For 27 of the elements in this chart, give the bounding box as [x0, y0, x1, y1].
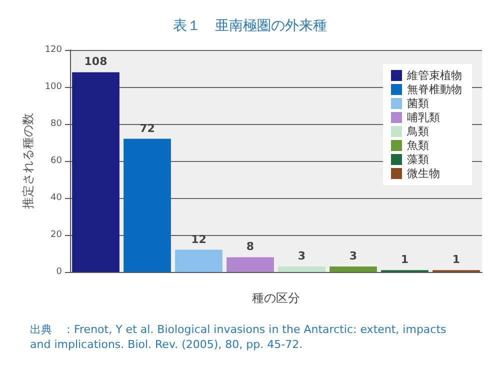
- y-tick-label: 40: [50, 193, 62, 203]
- y-tick-label: 20: [50, 230, 62, 240]
- legend-label: 哺乳類: [407, 111, 440, 124]
- data-label: 3: [298, 249, 306, 262]
- data-label: 8: [246, 240, 254, 254]
- legend-label: 無脊椎動物: [407, 83, 462, 96]
- data-label: 1: [400, 253, 409, 266]
- y-tick-label: 80: [50, 119, 62, 129]
- legend-label: 微生物: [407, 167, 440, 180]
- x-axis-title: 種の区分: [252, 291, 300, 305]
- y-axis-title: 推定される種の数: [20, 113, 35, 209]
- data-label: 3: [349, 249, 358, 262]
- legend-label: 魚類: [407, 139, 429, 152]
- chart-title: 表１ 亜南極圏の外来種: [173, 18, 327, 34]
- y-tick-label: 60: [50, 156, 62, 166]
- legend-label: 藻類: [407, 153, 429, 166]
- data-label: 108: [84, 55, 108, 68]
- y-tick-label: 120: [44, 45, 62, 55]
- y-tick-label: 100: [44, 82, 62, 92]
- legend-label: 維管束植物: [406, 69, 462, 82]
- y-tick-label: 0: [56, 267, 62, 277]
- data-label: 12: [191, 232, 206, 246]
- data-label: 72: [140, 122, 155, 135]
- source-note: 出典 ：Frenot, Y et al. Biological invasions in the Antarctic: extent, impacts and implications. Biol. Rev. (2005), 80, pp. 45-72.: [30, 323, 450, 351]
- legend-label: 菌類: [407, 97, 429, 110]
- data-label: 1: [452, 253, 460, 266]
- legend-label: 鳥類: [406, 125, 429, 138]
